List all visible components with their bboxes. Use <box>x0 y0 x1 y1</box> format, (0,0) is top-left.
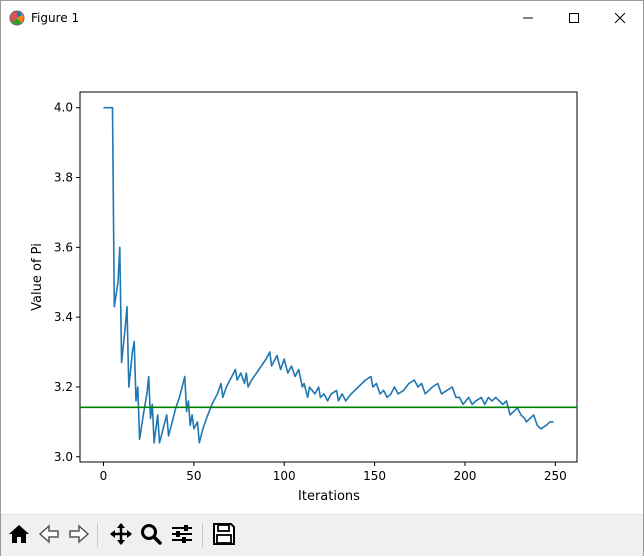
ticks-layer: 0 50 100 150 200 250 3.0 3.2 3.4 3.6 3.8 4.0 <box>54 101 567 483</box>
series-line <box>103 106 554 444</box>
y-axis-label: Value of Pi <box>30 243 45 311</box>
back-button[interactable] <box>35 520 63 548</box>
x-axis-label: Iterations <box>298 489 360 504</box>
matplotlib-icon <box>9 10 25 26</box>
pan-button[interactable] <box>107 520 135 548</box>
arrow-left-icon <box>38 524 59 544</box>
minimize-icon <box>523 17 533 19</box>
figure-canvas[interactable]: 0 50 100 150 200 250 3.0 3.2 3.4 3.6 3.8 4.0 Iterat… <box>1 35 643 513</box>
navigation-toolbar <box>1 514 643 556</box>
line-chart: 0 50 100 150 200 250 3.0 3.2 3.4 3.6 3.8 4.0 Iterat… <box>30 91 578 504</box>
sliders-icon <box>172 525 192 543</box>
save-button[interactable] <box>210 520 238 548</box>
x-tick-label: 200 <box>453 469 476 483</box>
x-tick-label: 100 <box>273 469 296 483</box>
close-button[interactable] <box>597 1 643 35</box>
arrow-right-icon <box>69 524 90 544</box>
y-tick-label: 3.4 <box>54 310 73 324</box>
window-title: Figure 1 <box>31 11 80 25</box>
data-layer <box>80 106 577 444</box>
x-tick-label: 0 <box>100 469 108 483</box>
axes-frame <box>79 91 578 463</box>
move-icon <box>110 523 132 545</box>
y-tick-label: 3.0 <box>54 450 73 464</box>
y-tick-label: 3.8 <box>54 171 73 185</box>
title-bar[interactable]: Figure 1 <box>1 1 643 35</box>
forward-button[interactable] <box>65 520 93 548</box>
magnifier-icon <box>141 524 162 545</box>
y-tick-label: 4.0 <box>54 101 73 115</box>
status-strip <box>1 553 643 556</box>
minimize-button[interactable] <box>505 1 551 35</box>
maximize-icon <box>569 13 579 23</box>
close-icon <box>614 12 626 24</box>
x-tick-label: 50 <box>186 469 201 483</box>
floppy-disk-icon <box>213 523 235 545</box>
y-tick-label: 3.6 <box>54 240 73 254</box>
home-icon <box>9 525 29 543</box>
toolbar-separator <box>97 523 98 547</box>
zoom-button[interactable] <box>137 520 165 548</box>
home-button[interactable] <box>5 520 33 548</box>
x-tick-label: 150 <box>363 469 386 483</box>
toolbar-separator <box>202 523 203 547</box>
x-tick-label: 250 <box>544 469 567 483</box>
maximize-button[interactable] <box>551 1 597 35</box>
configure-subplots-button[interactable] <box>168 520 196 548</box>
y-tick-label: 3.2 <box>54 380 73 394</box>
